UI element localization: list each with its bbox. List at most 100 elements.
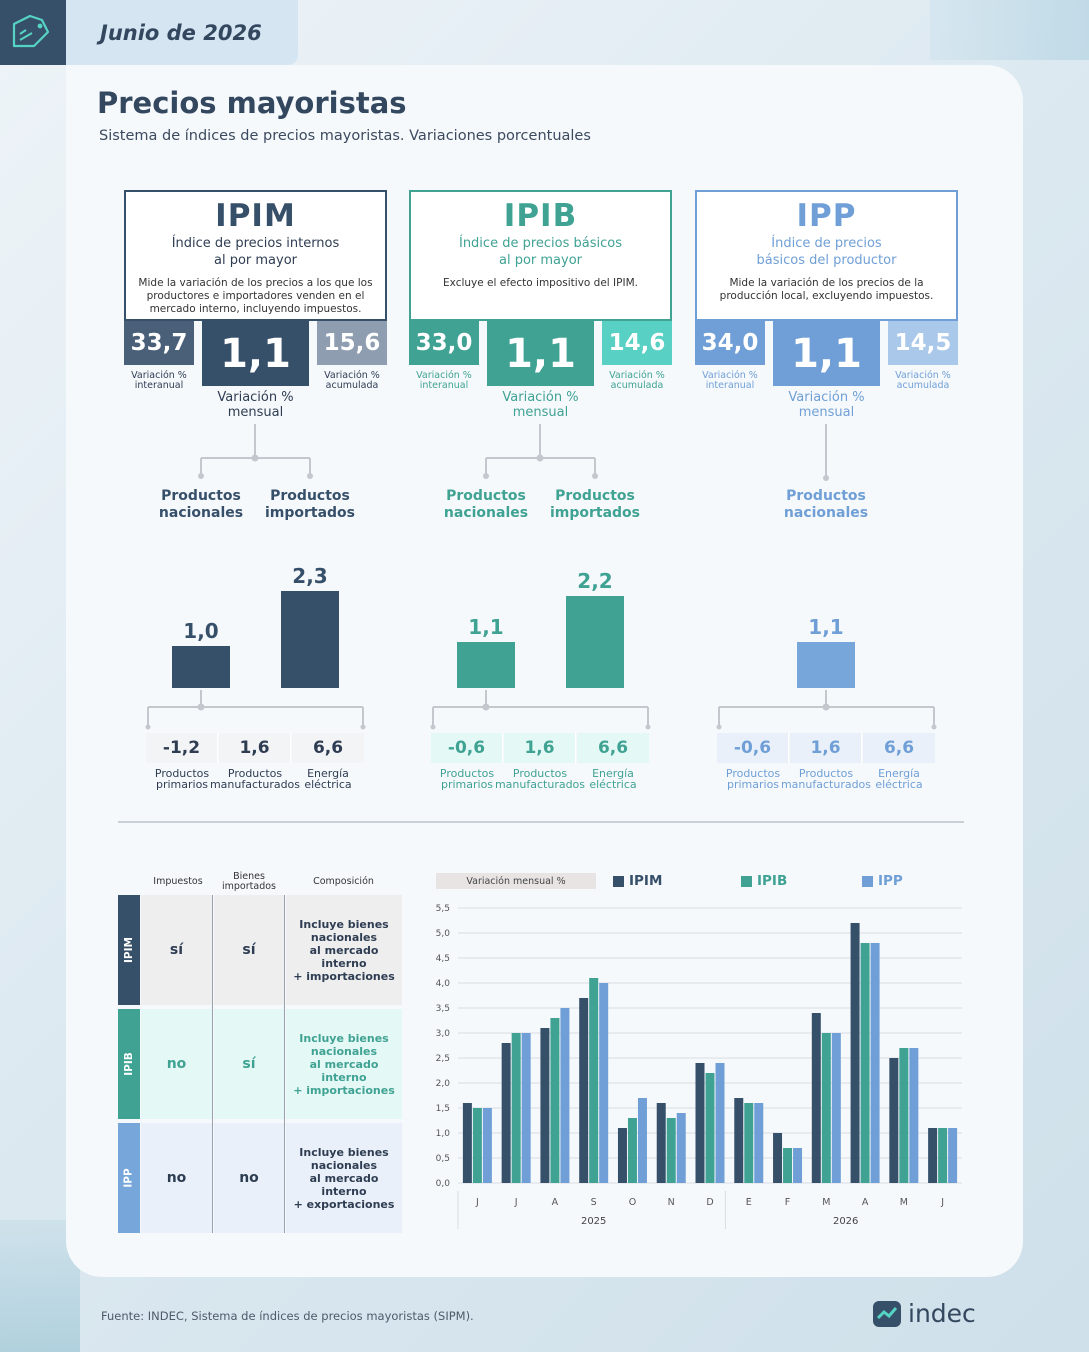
ipp-product-0-label-l1: Productos bbox=[786, 488, 866, 504]
chart-year-label: 2025 bbox=[581, 1216, 606, 1227]
ipib-breakdown-connector bbox=[430, 690, 651, 730]
chart-xtick-label: E bbox=[746, 1197, 752, 1208]
ipib-sub-2-value: 6,6 bbox=[577, 733, 649, 763]
ipp-breakdown-node bbox=[822, 703, 830, 711]
ipib-product-1-label-l1: Productos bbox=[555, 488, 635, 504]
chart-bar-ipp bbox=[793, 1148, 803, 1183]
table-row-ipim-composicion: Incluye bienes nacionales al mercado intern… bbox=[286, 895, 402, 1005]
table-header-composicion: Composición bbox=[313, 876, 374, 887]
ipim-acumulada-caption-l2: acumulada bbox=[325, 380, 379, 391]
ipp-abbr: IPP bbox=[796, 198, 857, 234]
ipib-acumulada-caption-l2: acumulada bbox=[610, 380, 664, 391]
source-note: Fuente: INDEC, Sistema de índices de pre… bbox=[101, 1309, 474, 1323]
chart-ytick-label: 0,5 bbox=[436, 1154, 450, 1164]
ipp-sub-2-value: 6,6 bbox=[863, 733, 935, 763]
ipib-product-0-label-l1: Productos bbox=[446, 488, 526, 504]
ipim-mensual-caption-l2: mensual bbox=[227, 405, 284, 420]
chart-xtick-label: F bbox=[785, 1197, 790, 1208]
ipim-name-l2: al por mayor bbox=[213, 253, 297, 268]
ipp-mensual-value: 1,1 bbox=[773, 321, 880, 386]
ipib-sub-0-label-l1: Productos bbox=[439, 767, 495, 780]
table-column-divider bbox=[212, 895, 213, 1233]
ipib-name-l1: Índice de precios básicos bbox=[458, 236, 622, 251]
ipim-acumulada-value: 15,6 bbox=[317, 321, 387, 365]
ipp-sub-0-label: Productos primarios bbox=[707, 768, 799, 790]
ipib-acumulada-value: 14,6 bbox=[602, 321, 672, 365]
ipib-sub-0-value: -0,6 bbox=[431, 733, 503, 763]
chart-xtick-label: J bbox=[475, 1197, 479, 1208]
ipim-breakdown-end1 bbox=[145, 724, 151, 730]
legend-ipp-label: IPP bbox=[878, 873, 903, 889]
chart-ytick-label: 1,5 bbox=[436, 1104, 450, 1114]
chart-bar-ipp bbox=[754, 1103, 764, 1183]
ipib-connector bbox=[483, 424, 598, 479]
ipib-description: Excluye el efecto impositivo del IPIM. bbox=[443, 277, 638, 289]
chart-bar-ipim bbox=[617, 1128, 627, 1183]
ipp-sub-1-label-l2: manufacturados bbox=[780, 778, 872, 791]
ipp-sub-1-label-l1: Productos bbox=[798, 767, 854, 780]
ipib-sub-2-label: Energía eléctrica bbox=[567, 768, 659, 790]
ipib-connector-node bbox=[536, 454, 544, 462]
chart-bar-ipp bbox=[676, 1113, 686, 1183]
ipp-interanual-caption-l1: Variación % bbox=[702, 370, 758, 381]
indec-logo-icon bbox=[873, 1300, 901, 1327]
date-banner: Junio de 2026 bbox=[66, 0, 298, 65]
ipib-interanual-value: 33,0 bbox=[409, 321, 479, 365]
chart-xtick-label: N bbox=[668, 1197, 675, 1208]
table-header-impuestos: Impuestos bbox=[153, 876, 203, 887]
ipim-interanual-caption-l2: interanual bbox=[134, 380, 184, 391]
ipim-breakdown-end2 bbox=[360, 724, 366, 730]
chart-ytick-label: 1,0 bbox=[436, 1129, 451, 1139]
ipim-sub-1-value: 1,6 bbox=[219, 733, 291, 763]
ipp-interanual-caption: Variación % interanual bbox=[695, 371, 765, 391]
chart-bar-ipib bbox=[705, 1073, 715, 1183]
chart-xtick-label: S bbox=[591, 1197, 597, 1208]
ipib-product-1-value: 2,2 bbox=[577, 569, 613, 593]
chart-bar-ipib bbox=[589, 978, 599, 1183]
ipim-interanual-value: 33,7 bbox=[124, 321, 194, 365]
ipp-product-0-label-l2: nacionales bbox=[783, 505, 869, 521]
table-row-ipib-label: IPIB bbox=[118, 1009, 140, 1119]
legend-ipib: IPIB bbox=[741, 873, 787, 889]
chart-bar-ipib bbox=[783, 1148, 793, 1183]
ipim-connector-end2 bbox=[307, 473, 313, 479]
section-divider bbox=[118, 821, 964, 823]
chart-bar-ipim bbox=[734, 1098, 744, 1183]
ipp-breakdown-connector bbox=[716, 690, 937, 730]
ipp-interanual-value: 34,0 bbox=[695, 321, 765, 365]
ipib-sub-2-label-l2: eléctrica bbox=[589, 778, 637, 791]
ipib-mensual-caption: Variación % mensual bbox=[487, 390, 594, 420]
table-row-ipib-impuestos: no bbox=[141, 1009, 212, 1119]
ipim-sub-1-label-l1: Productos bbox=[227, 767, 283, 780]
ipim-sub-1-label-l2: manufacturados bbox=[209, 778, 301, 791]
ipib-sub-1-value: 1,6 bbox=[504, 733, 576, 763]
ipim-connector-node bbox=[251, 454, 259, 462]
chart-bar-ipp bbox=[870, 943, 880, 1183]
chart-bar-ipib bbox=[511, 1033, 521, 1183]
ipp-product-0-value: 1,1 bbox=[808, 615, 844, 639]
table-row-ipp-impuestos: no bbox=[141, 1123, 212, 1233]
ipib-sub-1-label-l2: manufacturados bbox=[494, 778, 586, 791]
ipim-sub-0-label-l2: primarios bbox=[155, 778, 209, 791]
table-header-bienes-l1: Bienes bbox=[233, 871, 265, 882]
ipim-sub-1-label: Productos manufacturados bbox=[209, 768, 301, 790]
ipp-sub-2-label-l1: Energía bbox=[878, 767, 920, 780]
ipib-name-l2: al por mayor bbox=[498, 253, 582, 268]
indec-logo-text: indec bbox=[908, 1299, 976, 1328]
table-row-ipim-composicion-line: Incluye bienes bbox=[299, 917, 389, 931]
ipim-interanual-caption-l1: Variación % bbox=[131, 370, 187, 381]
ipim-name-l1: Índice de precios internos bbox=[171, 236, 340, 251]
ipim-acumulada-caption: Variación % acumulada bbox=[317, 371, 387, 391]
chart-bar-ipib bbox=[938, 1128, 948, 1183]
ipim-product-1-label-l2: importados bbox=[264, 505, 356, 521]
ipib-interanual-caption-l1: Variación % bbox=[416, 370, 472, 381]
table-header-bienes-l2: importados bbox=[222, 881, 276, 892]
ipim-product-1-label-l1: Productos bbox=[270, 488, 350, 504]
ipim-sub-0-label: Productos primarios bbox=[136, 768, 228, 790]
table-row-ipim-composicion-line: nacionales bbox=[310, 930, 378, 944]
ipim-product-0-label-l2: nacionales bbox=[158, 505, 244, 521]
chart-bar-ipim bbox=[928, 1128, 938, 1183]
chart-bar-ipp bbox=[909, 1048, 919, 1183]
page-subtitle: Sistema de índices de precios mayoristas… bbox=[99, 128, 591, 144]
chart-xtick-label: M bbox=[822, 1197, 830, 1208]
